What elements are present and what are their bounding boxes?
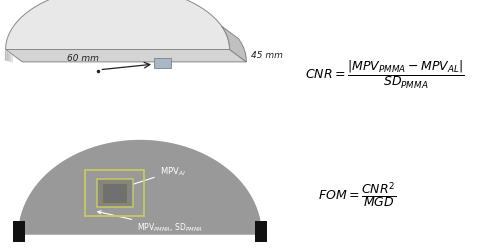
FancyArrowPatch shape <box>10 55 11 62</box>
Text: $CNR = \dfrac{|MPV_{PMMA} - MPV_{AL}|}{SD_{PMMA}}$: $CNR = \dfrac{|MPV_{PMMA} - MPV_{AL}|}{S… <box>305 59 465 91</box>
FancyArrowPatch shape <box>8 54 10 61</box>
Polygon shape <box>222 26 246 62</box>
Bar <box>154 58 171 68</box>
Bar <box>102 184 128 203</box>
Bar <box>96 179 133 208</box>
Text: 60 mm: 60 mm <box>66 54 98 63</box>
Text: $FOM = \dfrac{CNR^2}{MGD}$: $FOM = \dfrac{CNR^2}{MGD}$ <box>318 180 396 210</box>
FancyArrowPatch shape <box>7 52 8 61</box>
Text: 45 mm: 45 mm <box>251 51 283 60</box>
Polygon shape <box>18 140 262 235</box>
Bar <box>255 220 268 242</box>
Bar <box>12 220 25 242</box>
Text: MPV$_{PMMA}$, SD$_{PMMA}$: MPV$_{PMMA}$, SD$_{PMMA}$ <box>98 211 204 234</box>
Text: MPV$_{Al}$: MPV$_{Al}$ <box>122 165 186 188</box>
Polygon shape <box>6 50 246 62</box>
Polygon shape <box>6 0 230 50</box>
Bar <box>86 170 144 216</box>
